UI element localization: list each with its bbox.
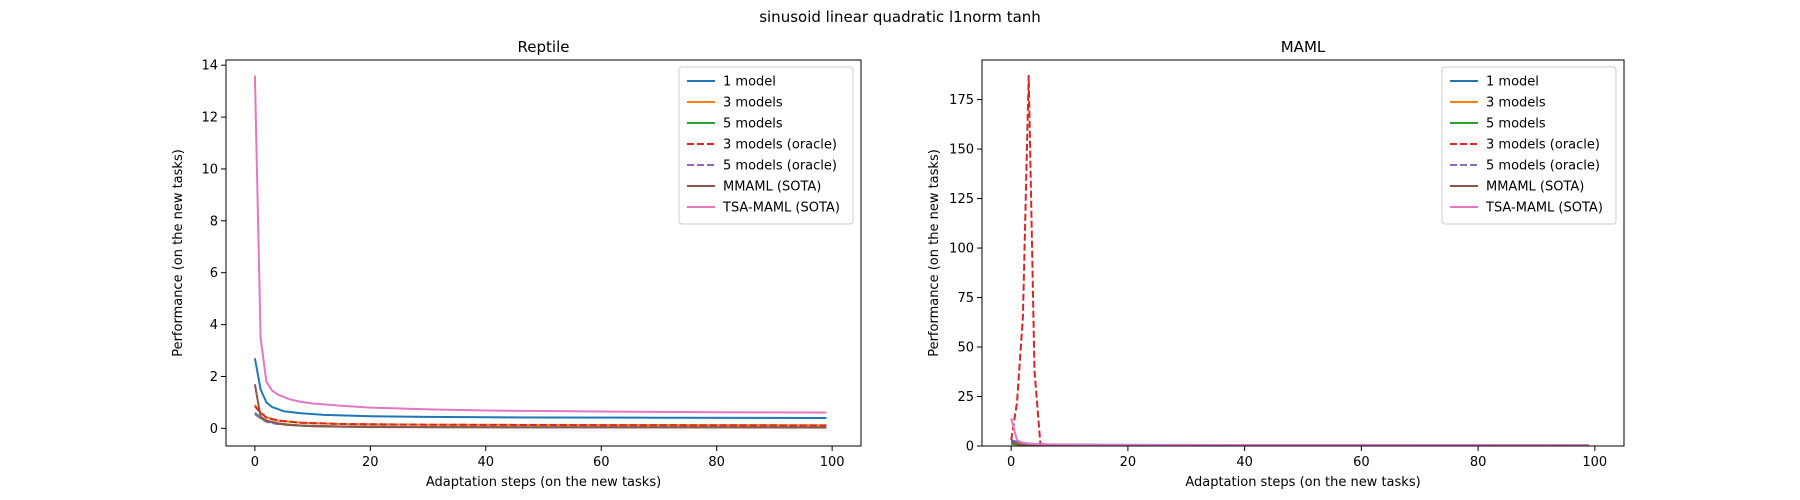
legend-label: 3 models: [723, 96, 783, 111]
y-tick-label: 25: [957, 390, 974, 405]
series-line-1-model: [253, 358, 827, 419]
legend-label: 1 model: [1486, 75, 1539, 90]
x-tick-label: 40: [477, 455, 494, 470]
chart-panel-reptile: Reptile 0 20 40 60 80 100 0 2 4 6 8 10 12 14 Adaptation…: [171, 38, 862, 490]
y-tick-label: 0: [210, 422, 218, 437]
y-tick-label: 2: [210, 370, 218, 385]
legend-label: MMAML (SOTA): [1486, 180, 1584, 195]
y-tick-label: 4: [210, 318, 218, 333]
y-tick-label: 100: [949, 242, 974, 257]
x-tick-label: 0: [1007, 455, 1015, 470]
figure-suptitle: sinusoid linear quadratic l1norm tanh: [759, 8, 1041, 26]
x-tick-label: 0: [251, 455, 259, 470]
legend-label: 3 models (oracle): [723, 138, 837, 153]
legend-label: 5 models: [1486, 117, 1546, 132]
y-tick-label: 175: [949, 93, 974, 108]
y-tick-label: 12: [201, 111, 218, 126]
legend: 1 model 3 models 5 models 3 models (oracle)…: [1441, 66, 1617, 225]
series-line-3-models-oracle: [1010, 74, 1590, 446]
series-line-tsa-maml-sota: [1010, 418, 1590, 446]
legend-label: TSA-MAML (SOTA): [1485, 201, 1603, 216]
x-tick-label: 60: [593, 455, 610, 470]
x-tick-label: 60: [1353, 455, 1370, 470]
legend: 1 model 3 models 5 models 3 models (oracle)…: [678, 66, 854, 225]
legend-label: 3 models: [1486, 96, 1546, 111]
y-tick-label: 75: [957, 291, 974, 306]
y-axis-label: Performance (on the new tasks): [927, 149, 942, 357]
x-tick-label: 40: [1236, 455, 1253, 470]
legend-label: 5 models (oracle): [1486, 159, 1600, 174]
x-tick-label: 80: [1470, 455, 1487, 470]
legend-box: [1441, 66, 1617, 225]
plot-area: [1010, 74, 1590, 446]
x-tick-label: 80: [708, 455, 725, 470]
axes-frame: [981, 59, 1625, 447]
x-tick-label: 100: [820, 455, 845, 470]
legend-label: 1 model: [723, 75, 776, 90]
series-line-mmaml-sota: [253, 384, 827, 429]
legend-label: TSA-MAML (SOTA): [722, 201, 840, 216]
y-tick-label: 150: [949, 143, 974, 158]
legend-box: [678, 66, 854, 225]
chart-title: Reptile: [518, 38, 570, 56]
x-axis-label: Adaptation steps (on the new tasks): [1185, 475, 1420, 490]
y-tick-label: 6: [210, 266, 218, 281]
series-line-tsa-maml-sota: [253, 75, 827, 414]
legend-label: 3 models (oracle): [1486, 138, 1600, 153]
series-line-3-models-oracle: [254, 405, 827, 427]
x-tick-label: 20: [362, 455, 379, 470]
axes-frame: [225, 59, 862, 447]
chart-panel-maml: MAML 0 20 40 60 80 100 0 25 50 75 100 125 150 175 Adapt…: [927, 38, 1625, 490]
plot-area: [253, 75, 827, 429]
legend-label: 5 models (oracle): [723, 159, 837, 174]
y-tick-label: 0: [966, 440, 974, 455]
x-axis-label: Adaptation steps (on the new tasks): [426, 475, 661, 490]
y-tick-label: 50: [957, 341, 974, 356]
x-tick-label: 20: [1120, 455, 1137, 470]
y-tick-label: 8: [210, 214, 218, 229]
y-tick-label: 125: [949, 192, 974, 207]
chart-title: MAML: [1281, 38, 1326, 56]
y-axis-label: Performance (on the new tasks): [171, 149, 186, 357]
y-tick-label: 10: [201, 162, 218, 177]
legend-label: 5 models: [723, 117, 783, 132]
y-tick-label: 14: [201, 59, 218, 74]
x-tick-label: 100: [1582, 455, 1607, 470]
legend-label: MMAML (SOTA): [723, 180, 821, 195]
